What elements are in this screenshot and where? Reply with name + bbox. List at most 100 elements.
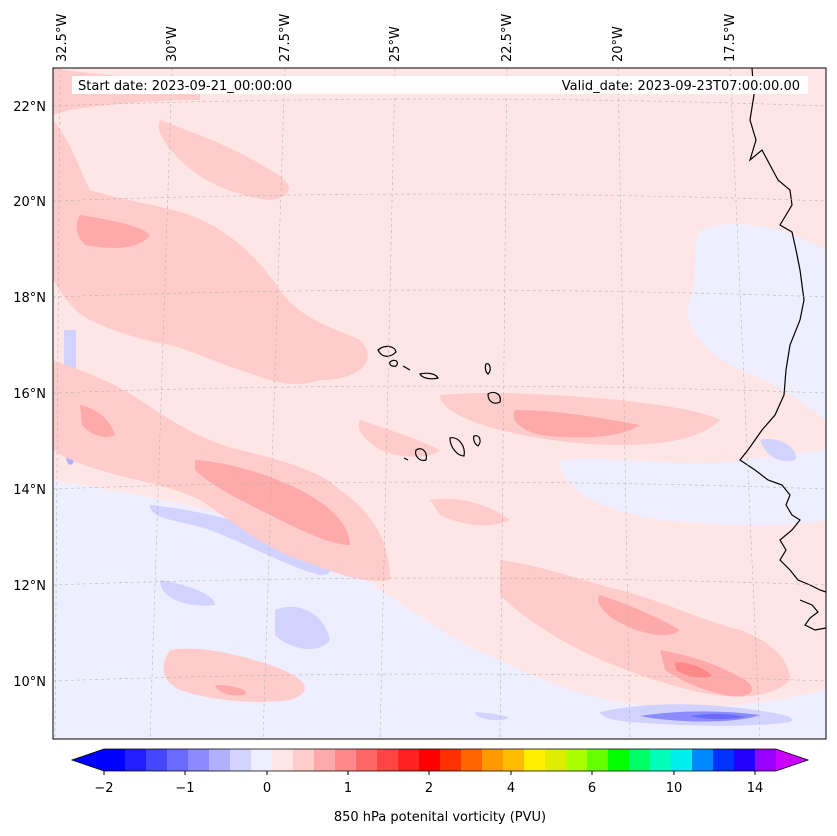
colorbar-extend-high xyxy=(776,749,808,771)
colorbar-tick-label: 6 xyxy=(588,781,596,796)
pv-contour-pink xyxy=(358,420,440,457)
colorbar-segment xyxy=(755,749,777,771)
pv-contour-red xyxy=(598,595,680,636)
pv-contour-blue xyxy=(760,439,796,462)
colorbar-segment xyxy=(272,749,294,771)
lat-label: 16°N xyxy=(13,387,46,402)
parallel-line xyxy=(53,481,826,490)
colorbar-segment xyxy=(440,749,462,771)
colorbar-segment xyxy=(524,749,546,771)
meridian-line xyxy=(729,68,761,739)
lon-label: 25°W xyxy=(388,26,403,62)
africa-coastline xyxy=(739,68,826,593)
meridian-line xyxy=(617,68,631,739)
pv-contour-red xyxy=(195,460,350,545)
colorbar-segment xyxy=(356,749,378,771)
pv-contour-blue xyxy=(560,450,826,526)
pv-contour-blue xyxy=(160,580,215,606)
island xyxy=(402,365,411,371)
colorbar-tick-label: −1 xyxy=(175,781,194,796)
colorbar-segment xyxy=(671,749,693,771)
pv-contour-red xyxy=(76,215,150,248)
map-frame xyxy=(52,67,827,740)
island xyxy=(473,435,481,447)
colorbar-ticks xyxy=(103,771,756,775)
coastline xyxy=(377,68,826,631)
lat-label: 14°N xyxy=(13,483,46,498)
colorbar-segment xyxy=(293,749,315,771)
info-banner xyxy=(72,76,808,94)
meridian-line xyxy=(149,68,173,739)
lon-label: 27.5°W xyxy=(278,14,293,62)
colorbar-segment xyxy=(503,749,525,771)
colorbar-segment xyxy=(230,749,252,771)
parallel-line xyxy=(53,577,826,586)
colorbar-segment xyxy=(398,749,420,771)
lat-label: 18°N xyxy=(13,291,46,306)
meridian-line xyxy=(54,68,61,739)
lon-label: 17.5°W xyxy=(723,14,738,62)
colorbar-segment xyxy=(377,749,399,771)
colorbar-tick-label: 14 xyxy=(747,781,764,796)
island xyxy=(377,345,397,357)
colorbar-tick-label: 4 xyxy=(507,781,515,796)
parallel-line xyxy=(53,385,826,394)
meridian-line xyxy=(379,68,396,739)
pv-contour-red xyxy=(513,410,640,438)
parallel-line xyxy=(53,289,826,298)
colorbar-segment xyxy=(104,749,126,771)
pv-contour-blue xyxy=(475,712,509,721)
colorbar-segment xyxy=(608,749,630,771)
lon-label: 22.5°W xyxy=(500,14,515,62)
lon-label: 20°W xyxy=(611,26,626,62)
colorbar-tick-label: 10 xyxy=(666,781,683,796)
colorbar-segment xyxy=(461,749,483,771)
colorbar-segment xyxy=(167,749,189,771)
colorbar-segment xyxy=(566,749,588,771)
map-plot-area xyxy=(53,68,826,739)
pv-contour-blue xyxy=(688,223,826,420)
colorbar-label: 850 hPa potenital vorticity (PVU) xyxy=(334,810,546,825)
parallel-line xyxy=(53,98,826,107)
colorbar-segment xyxy=(251,749,273,771)
colorbar-tick-label: 2 xyxy=(425,781,433,796)
start-date-text: Start date: 2023-09-21_00:00:00 xyxy=(78,79,292,94)
pv-contour-blue xyxy=(275,606,330,650)
parallel-line xyxy=(53,673,826,682)
island xyxy=(403,457,409,461)
colorbar-segment xyxy=(125,749,147,771)
island xyxy=(415,448,427,461)
colorbar-segment xyxy=(734,749,756,771)
colorbar-segment xyxy=(587,749,609,771)
colorbar-segment xyxy=(188,749,210,771)
island xyxy=(484,363,491,375)
colorbar-extend-low xyxy=(72,749,104,771)
lat-label: 12°N xyxy=(13,579,46,594)
pv-contour-blue xyxy=(150,505,331,575)
island xyxy=(449,437,465,457)
pv-contour-blue xyxy=(690,713,745,720)
parallel-line xyxy=(53,193,826,202)
colorbar-segment xyxy=(692,749,714,771)
island xyxy=(389,359,399,367)
colorbar: −2 −1 0 1 2 4 6 10 14 850 hPa potenital … xyxy=(70,748,810,825)
graticule xyxy=(53,68,826,739)
pv-contour-pink xyxy=(430,498,510,526)
lon-label: 30°W xyxy=(165,26,180,62)
meridian-line xyxy=(262,68,286,739)
colorbar-segment xyxy=(650,749,672,771)
colorbar-segment xyxy=(146,749,168,771)
longitude-labels: 32.5°W 30°W 27.5°W 25°W 22.5°W 20°W 17.5… xyxy=(55,14,738,62)
colorbar-tick-label: 0 xyxy=(263,781,271,796)
colorbar-segment xyxy=(314,749,336,771)
lon-label: 32.5°W xyxy=(55,14,70,62)
lat-label: 10°N xyxy=(13,675,46,690)
colorbar-segment xyxy=(419,749,441,771)
pv-contour-red xyxy=(80,405,115,437)
colorbar-tick-label: 1 xyxy=(344,781,352,796)
colorbar-segments xyxy=(104,749,777,771)
latitude-labels: 22°N 20°N 18°N 16°N 14°N 12°N 10°N xyxy=(13,100,46,690)
colorbar-segment xyxy=(545,749,567,771)
pv-contour-pink xyxy=(53,120,368,385)
